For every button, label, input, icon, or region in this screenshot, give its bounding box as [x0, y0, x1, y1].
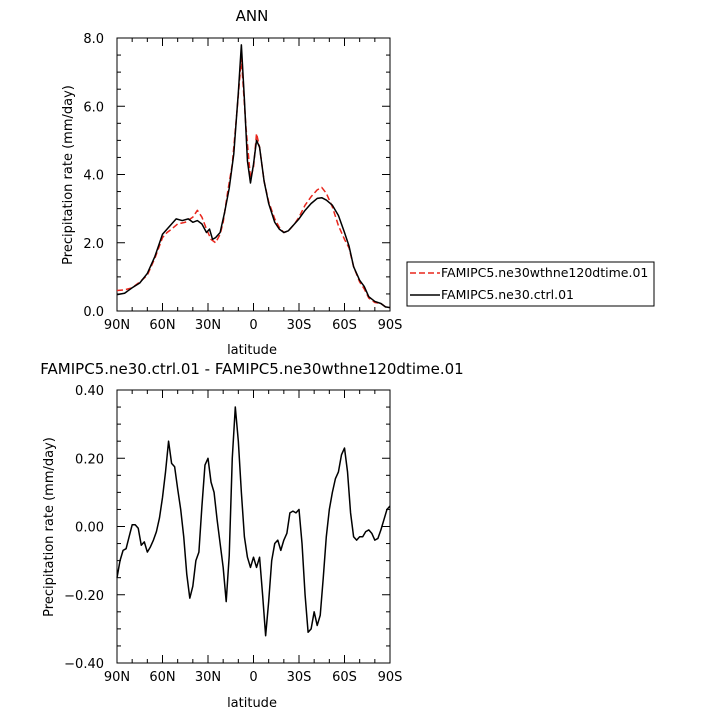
top-chart-x-tick-label: 0 — [249, 318, 257, 333]
top-chart: ANN Precipitation rate (mm/day) latitude… — [61, 7, 655, 358]
legend-label-series-2: FAMIPC5.ne30.ctrl.01 — [441, 287, 574, 302]
top-chart-title: ANN — [236, 7, 269, 25]
top-chart-y-tick-label: 0.0 — [83, 305, 104, 320]
bottom-chart-x-axis-label: latitude — [227, 696, 277, 711]
top-chart-y-tick-label: 6.0 — [83, 100, 104, 115]
bottom-chart-tick-labels: 90N 60N 30N 0 30S 60S 90S −0.40 −0.20 0.00 0.20 0.4… — [64, 384, 402, 685]
legend-label-series-1: FAMIPC5.ne30wthne120dtime.01 — [441, 265, 648, 280]
top-chart-x-tick-label: 30N — [195, 318, 221, 333]
top-chart-series-line-1 — [116, 57, 391, 309]
top-chart-series-line-2 — [116, 44, 391, 309]
bottom-chart-x-tick-label: 60S — [332, 670, 357, 685]
top-chart-y-tick-label: 8.0 — [83, 32, 104, 47]
bottom-chart-x-tick-label: 30N — [195, 670, 221, 685]
top-chart-x-tick-label: 60N — [149, 318, 175, 333]
bottom-chart-ticks — [116, 389, 391, 664]
bottom-chart-x-tick-label: 30S — [287, 670, 312, 685]
bottom-chart-series — [116, 406, 391, 637]
top-chart-x-axis-label: latitude — [227, 343, 277, 358]
bottom-chart-y-axis-label: Precipitation rate (mm/day) — [42, 437, 57, 617]
top-chart-series — [116, 44, 391, 309]
bottom-chart-x-tick-label: 90S — [378, 670, 403, 685]
bottom-chart-y-tick-label: −0.20 — [64, 589, 104, 604]
bottom-chart-title: FAMIPC5.ne30.ctrl.01 - FAMIPC5.ne30wthne… — [40, 360, 463, 378]
top-chart-y-axis-label: Precipitation rate (mm/day) — [61, 85, 76, 265]
legend-box — [406, 261, 655, 307]
top-chart-x-tick-label: 60S — [332, 318, 357, 333]
bottom-chart-x-tick-label: 60N — [149, 670, 175, 685]
bottom-chart-x-tick-label: 90N — [104, 670, 130, 685]
bottom-chart-y-tick-label: 0.00 — [75, 521, 104, 536]
bottom-chart-series-line-1 — [116, 406, 391, 637]
bottom-chart: FAMIPC5.ne30.ctrl.01 - FAMIPC5.ne30wthne… — [40, 360, 463, 711]
top-chart-y-axis-label-group: Precipitation rate (mm/day) — [61, 85, 76, 265]
bottom-chart-y-tick-label: 0.40 — [75, 384, 104, 399]
bottom-chart-x-tick-label: 0 — [249, 670, 257, 685]
top-chart-frame — [116, 37, 391, 312]
top-chart-legend: FAMIPC5.ne30wthne120dtime.01 FAMIPC5.ne3… — [406, 261, 655, 307]
bottom-chart-y-tick-label: 0.20 — [75, 452, 104, 467]
bottom-chart-y-tick-label: −0.40 — [64, 657, 104, 672]
top-chart-x-tick-label: 90N — [104, 318, 130, 333]
top-chart-ticks — [116, 37, 391, 312]
top-chart-tick-labels: 90N 60N 30N 0 30S 60S 90S 0.0 2.0 4.0 6.0 8.0 — [83, 32, 402, 333]
top-chart-y-tick-label: 2.0 — [83, 237, 104, 252]
top-chart-x-tick-label: 30S — [287, 318, 312, 333]
top-chart-y-tick-label: 4.0 — [83, 169, 104, 184]
top-chart-x-tick-label: 90S — [378, 318, 403, 333]
